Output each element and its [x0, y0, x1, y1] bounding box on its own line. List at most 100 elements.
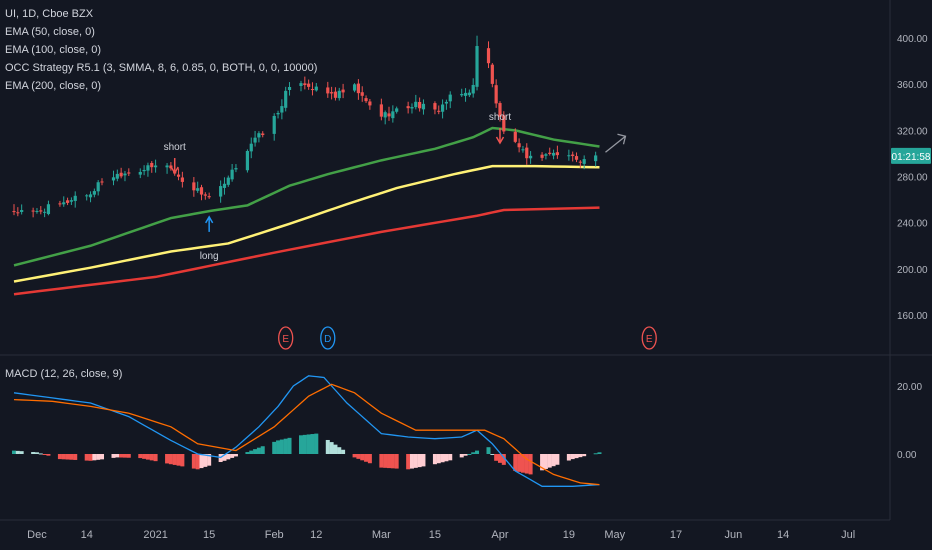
candle[interactable] [280, 99, 284, 120]
signal-short-marker[interactable]: short [164, 142, 186, 175]
candle[interactable] [494, 79, 498, 108]
macd-line[interactable] [13, 375, 600, 487]
candle[interactable] [490, 63, 494, 88]
candle[interactable] [153, 159, 158, 173]
candle[interactable] [20, 204, 24, 215]
candle[interactable] [142, 165, 146, 176]
candle[interactable] [414, 94, 418, 110]
candle[interactable] [196, 181, 200, 193]
candle[interactable] [418, 97, 422, 112]
candle[interactable] [433, 101, 437, 115]
earnings-event-icon[interactable]: E [278, 326, 294, 350]
candle[interactable] [352, 83, 357, 93]
candle[interactable] [119, 167, 123, 179]
candle[interactable] [330, 86, 334, 100]
candle[interactable] [65, 197, 70, 206]
strategy-label[interactable]: OCC Strategy R5.1 (3, SMMA, 8, 6, 0.85, … [5, 62, 318, 74]
candle[interactable] [356, 79, 360, 100]
candle[interactable] [39, 206, 43, 215]
candle[interactable] [395, 106, 399, 114]
candle[interactable] [567, 149, 571, 161]
ema200-label[interactable]: EMA (200, close, 0) [5, 80, 101, 92]
candle[interactable] [574, 152, 579, 163]
candle[interactable] [192, 177, 196, 197]
ema50-line[interactable] [13, 126, 600, 267]
candle[interactable] [440, 99, 445, 119]
candle[interactable] [364, 95, 368, 103]
candle[interactable] [548, 147, 552, 156]
candle[interactable] [169, 162, 173, 171]
candle[interactable] [58, 200, 62, 207]
candle[interactable] [96, 180, 100, 196]
candle[interactable] [437, 105, 441, 115]
candle[interactable] [406, 101, 410, 114]
candle[interactable] [165, 163, 169, 174]
candle[interactable] [525, 143, 529, 165]
ema50-label[interactable]: EMA (50, close, 0) [5, 26, 95, 38]
candle[interactable] [85, 194, 89, 201]
candle[interactable] [326, 81, 330, 98]
candle[interactable] [448, 91, 452, 109]
candle[interactable] [486, 41, 491, 69]
candle[interactable] [92, 188, 96, 198]
candle[interactable] [73, 191, 77, 208]
ema100-label[interactable]: EMA (100, close, 0) [5, 44, 101, 56]
candle[interactable] [207, 192, 211, 199]
candle[interactable] [379, 98, 383, 121]
candle[interactable] [249, 137, 253, 159]
candle[interactable] [146, 162, 150, 177]
candle[interactable] [502, 111, 506, 135]
candle[interactable] [138, 168, 142, 179]
candle[interactable] [460, 88, 464, 97]
candle[interactable] [234, 164, 238, 173]
symbol-title[interactable]: UI, 1D, Cboe BZX [5, 8, 94, 20]
candle[interactable] [284, 86, 288, 112]
candle[interactable] [337, 87, 341, 101]
candle[interactable] [333, 87, 338, 101]
candle[interactable] [257, 131, 261, 143]
candle[interactable] [150, 161, 154, 173]
earnings-event-icon[interactable]: E [641, 326, 657, 350]
dividend-event-icon[interactable]: D [320, 326, 336, 350]
candle[interactable] [463, 88, 468, 102]
candle[interactable] [540, 152, 544, 161]
candle[interactable] [203, 192, 207, 200]
candle[interactable] [421, 99, 426, 115]
candle[interactable] [69, 197, 73, 205]
candle[interactable] [544, 153, 548, 160]
signal-long-marker[interactable]: long [200, 215, 219, 262]
signal-line[interactable] [13, 383, 600, 486]
candle[interactable] [299, 80, 303, 92]
signal-short-marker[interactable]: short [489, 112, 511, 145]
candle[interactable] [123, 170, 127, 182]
candle[interactable] [276, 110, 280, 119]
candle[interactable] [46, 200, 51, 216]
candle[interactable] [35, 208, 39, 214]
candle[interactable] [594, 151, 598, 167]
candle[interactable] [43, 208, 47, 218]
candle[interactable] [360, 86, 364, 102]
candle[interactable] [578, 160, 582, 169]
candle[interactable] [498, 101, 502, 122]
candle[interactable] [127, 168, 131, 177]
candle[interactable] [571, 151, 575, 162]
candle[interactable] [391, 105, 395, 123]
candle[interactable] [368, 99, 372, 110]
candle[interactable] [387, 106, 391, 121]
candle[interactable] [180, 171, 184, 188]
candle[interactable] [100, 178, 104, 186]
candle[interactable] [467, 89, 471, 98]
candle[interactable] [582, 155, 586, 170]
candle[interactable] [310, 82, 315, 96]
candle[interactable] [222, 177, 227, 195]
ema100-line[interactable] [13, 164, 600, 283]
candle[interactable] [471, 78, 475, 98]
candle[interactable] [444, 99, 449, 110]
candle[interactable] [16, 207, 20, 217]
candle[interactable] [62, 196, 66, 207]
candle[interactable] [529, 151, 533, 164]
candle[interactable] [31, 207, 35, 218]
candle[interactable] [226, 175, 230, 187]
candle[interactable] [245, 149, 250, 173]
candle[interactable] [521, 145, 525, 153]
